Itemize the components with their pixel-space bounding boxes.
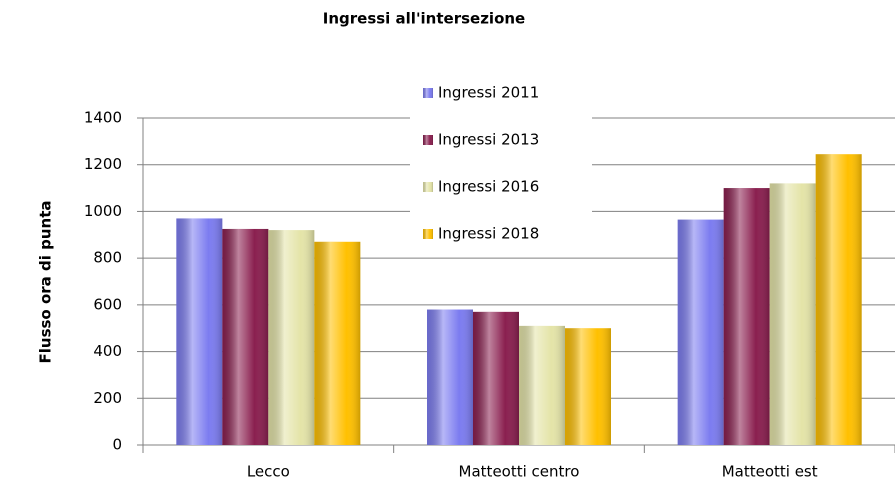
x-tick-label: Matteotti est bbox=[722, 463, 818, 481]
legend-label: Ingressi 2018 bbox=[438, 225, 539, 243]
legend-swatch-shine bbox=[423, 135, 433, 145]
y-axis-label: Flusso ora di punta bbox=[37, 201, 55, 364]
bar-shine bbox=[769, 183, 816, 445]
bar-shine bbox=[815, 154, 862, 446]
bar-shine bbox=[519, 325, 565, 445]
chart-title: Ingressi all'intersezione bbox=[323, 10, 525, 28]
y-tick-label: 1400 bbox=[84, 109, 122, 127]
legend-swatch-shine bbox=[423, 229, 433, 239]
bar-shine bbox=[723, 188, 770, 446]
bar-shine bbox=[473, 311, 519, 445]
bar-shine bbox=[565, 328, 611, 445]
bar-shine bbox=[677, 219, 724, 445]
legend-box bbox=[410, 70, 592, 252]
y-tick-label: 1000 bbox=[84, 202, 122, 220]
y-tick-label: 800 bbox=[93, 249, 122, 267]
bar-shine bbox=[314, 241, 361, 445]
legend-label: Ingressi 2011 bbox=[438, 84, 539, 102]
legend-label: Ingressi 2013 bbox=[438, 131, 539, 149]
bar-shine bbox=[176, 218, 223, 445]
bar-shine bbox=[222, 228, 269, 445]
legend-swatch-shine bbox=[423, 182, 433, 192]
legend-label: Ingressi 2016 bbox=[438, 178, 539, 196]
y-tick-label: 600 bbox=[93, 295, 122, 313]
y-tick-label: 200 bbox=[93, 389, 122, 407]
x-tick-label: Lecco bbox=[247, 463, 290, 481]
bar-shine bbox=[427, 309, 473, 445]
legend-swatch-shine bbox=[423, 88, 433, 98]
y-tick-label: 0 bbox=[112, 436, 122, 454]
y-tick-label: 1200 bbox=[84, 155, 122, 173]
y-tick-label: 400 bbox=[93, 342, 122, 360]
bar-shine bbox=[268, 230, 315, 445]
x-tick-label: Matteotti centro bbox=[459, 463, 580, 481]
